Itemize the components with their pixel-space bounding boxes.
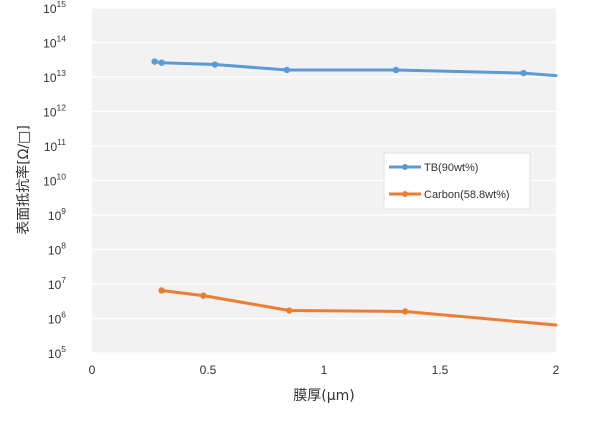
data-point	[211, 61, 219, 68]
series-layer	[151, 58, 558, 327]
x-tick-label: 2	[553, 363, 560, 377]
series-1	[151, 58, 558, 78]
y-tick-label: 106	[48, 310, 66, 327]
series-2	[158, 287, 558, 327]
x-axis-tick-labels: 0 0.5 1 1.5 2	[89, 363, 560, 377]
data-point	[402, 308, 409, 315]
gridlines	[92, 7, 556, 354]
data-point	[520, 69, 527, 77]
data-point	[158, 287, 165, 294]
y-tick-label: 108	[48, 241, 66, 258]
x-tick-label: 0.5	[200, 363, 217, 377]
y-tick-label: 1010	[43, 172, 66, 189]
y-tick-label: 105	[48, 344, 66, 361]
y-tick-label: 1013	[43, 68, 66, 85]
x-tick-label: 1	[321, 363, 328, 377]
legend-marker-tb	[402, 164, 408, 170]
y-tick-label: 1015	[43, 0, 66, 16]
x-tick-label: 1.5	[432, 363, 449, 377]
legend-label-tb: TB(90wt%)	[424, 162, 478, 174]
x-tick-label: 0	[89, 363, 96, 377]
data-point	[392, 66, 400, 74]
y-axis-title: 表面抵抗率[Ω/□]	[15, 125, 32, 235]
y-tick-label: 1014	[43, 34, 66, 51]
data-point	[158, 59, 165, 66]
data-point	[151, 58, 158, 65]
legend-marker-carbon	[402, 191, 408, 197]
legend-label-carbon: Carbon(58.8wt%)	[424, 189, 510, 201]
legend-box	[383, 152, 531, 210]
x-axis-title: 膜厚(μm)	[293, 388, 354, 404]
y-tick-label: 109	[48, 206, 66, 223]
y-tick-label: 107	[48, 275, 66, 292]
data-point	[286, 307, 293, 314]
data-point	[283, 66, 291, 74]
legend: TB(90wt%) Carbon(58.8wt%)	[383, 152, 531, 210]
data-point	[200, 292, 207, 299]
y-tick-label: 1012	[43, 103, 66, 120]
y-tick-label: 1011	[44, 137, 66, 154]
y-axis-tick-labels: 105 106 107 108 109 1010 1011 1012 1013 1014 1015	[43, 0, 66, 361]
